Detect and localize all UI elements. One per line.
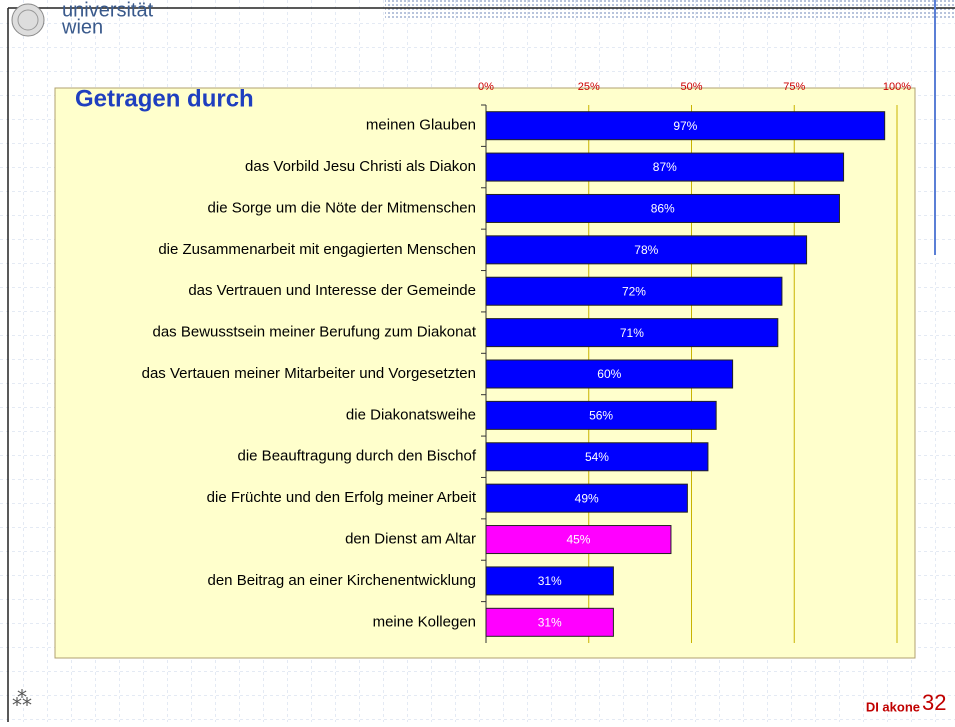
x-tick-label: 50% xyxy=(680,81,702,93)
logo-text: wien xyxy=(61,16,103,38)
x-tick-label: 100% xyxy=(883,81,911,93)
bar xyxy=(485,442,709,472)
logo-seal xyxy=(11,3,45,37)
data-label: 60% xyxy=(597,367,621,381)
bar xyxy=(485,607,614,637)
x-tick-label: 0% xyxy=(478,81,494,93)
bar xyxy=(485,359,734,389)
bar xyxy=(485,235,808,265)
y-tick-label: die Früchte und den Erfolg meiner Arbeit xyxy=(207,489,477,506)
data-label: 97% xyxy=(673,119,697,133)
bar xyxy=(485,318,779,348)
data-label: 72% xyxy=(622,284,646,298)
y-tick-label: das Vorbild Jesu Christi als Diakon xyxy=(245,158,476,175)
y-tick-label: die Diakonatsweihe xyxy=(346,406,476,423)
y-tick-label: das Bewusstsein meiner Berufung zum Diak… xyxy=(153,324,477,341)
chart-title: Getragen durch xyxy=(75,85,254,112)
logo-seal-inner xyxy=(17,9,39,31)
data-label: 87% xyxy=(653,160,677,174)
logo-text: universität xyxy=(62,0,154,21)
data-label: 54% xyxy=(585,450,609,464)
y-tick-label: die Beauftragung durch den Bischof xyxy=(238,448,477,465)
bar xyxy=(485,566,614,596)
bar xyxy=(485,152,845,182)
page-number: 32 xyxy=(922,690,946,715)
data-label: 49% xyxy=(575,491,599,505)
chart-area xyxy=(54,87,916,659)
bar xyxy=(485,400,717,430)
data-label: 78% xyxy=(634,243,658,257)
x-tick-label: 25% xyxy=(578,81,600,93)
y-tick-label: das Vertrauen und Interesse der Gemeinde xyxy=(188,282,476,299)
top-band xyxy=(385,0,955,18)
data-label: 86% xyxy=(651,202,675,216)
y-tick-label: meine Kollegen xyxy=(373,613,476,630)
bar xyxy=(485,193,840,223)
x-tick-label: 75% xyxy=(783,81,805,93)
y-tick-label: die Sorge um die Nöte der Mitmenschen xyxy=(208,199,476,216)
data-label: 31% xyxy=(538,615,562,629)
y-tick-label: meinen Glauben xyxy=(366,117,476,134)
footer-brand: DI akone xyxy=(866,699,920,714)
data-label: 31% xyxy=(538,574,562,588)
data-label: 56% xyxy=(589,409,613,423)
data-label: 45% xyxy=(566,533,590,547)
bar xyxy=(485,483,688,513)
y-tick-label: den Dienst am Altar xyxy=(345,531,476,548)
data-label: 71% xyxy=(620,326,644,340)
bar xyxy=(485,276,783,306)
y-tick-label: die Zusammenarbeit mit engagierten Mensc… xyxy=(158,241,476,258)
footer-icon: ⁂ xyxy=(12,688,32,710)
chart: 0% 25% 50% 75% 100% meinen Glauben 97% das Vorb… xyxy=(142,81,911,643)
bar xyxy=(485,111,886,141)
bar xyxy=(485,525,672,555)
y-tick-label: den Beitrag an einer Kirchenentwicklung xyxy=(208,572,477,589)
y-tick-label: das Vertauen meiner Mitarbeiter und Vorg… xyxy=(142,365,476,382)
